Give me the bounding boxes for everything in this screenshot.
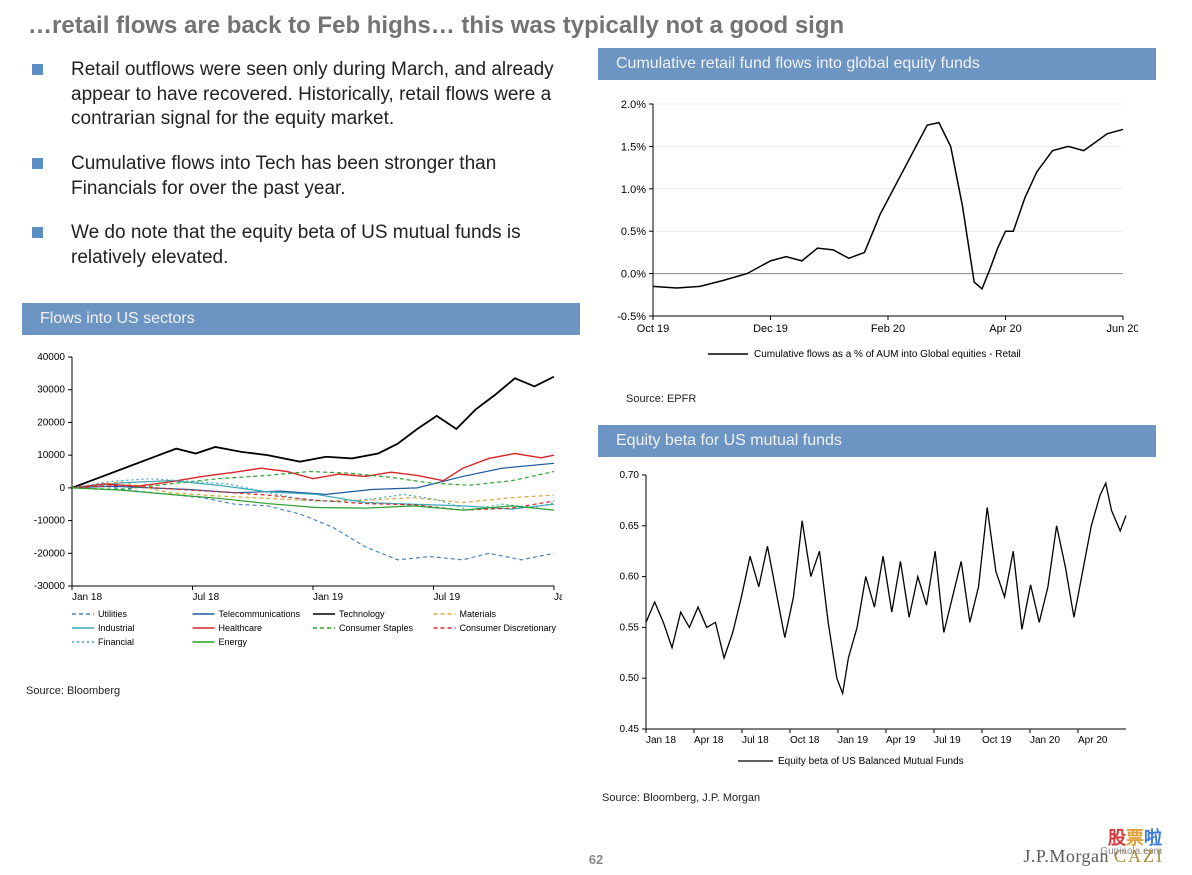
bullet-list: Retail outflows were seen only during Ma… xyxy=(22,48,580,303)
svg-text:0: 0 xyxy=(59,483,65,494)
bullet-marker-icon xyxy=(32,158,43,169)
svg-text:Jan 18: Jan 18 xyxy=(646,735,676,746)
chart-retail-svg: -0.5% 0.0% 0.5% 1.0% 1.5% 2.0% Oct 19 Dec 19 Feb… xyxy=(598,84,1138,374)
chart-sectors: Flows into US sectors -30000 -20000 -10000… xyxy=(22,303,580,703)
svg-text:Apr 20: Apr 20 xyxy=(1078,735,1108,746)
svg-text:Consumer Staples: Consumer Staples xyxy=(339,623,414,633)
svg-text:0.70: 0.70 xyxy=(620,470,640,481)
svg-text:40000: 40000 xyxy=(37,352,65,363)
svg-text:Feb 20: Feb 20 xyxy=(871,323,905,335)
svg-text:Jul 18: Jul 18 xyxy=(742,735,769,746)
svg-text:Apr 18: Apr 18 xyxy=(694,735,724,746)
svg-text:Jun 20: Jun 20 xyxy=(1106,323,1138,335)
svg-text:30000: 30000 xyxy=(37,385,65,396)
chart-sectors-title: Flows into US sectors xyxy=(22,303,580,335)
svg-text:Jul 19: Jul 19 xyxy=(434,592,461,603)
bullet-text: Retail outflows were seen only during Ma… xyxy=(71,58,580,132)
svg-text:Dec 19: Dec 19 xyxy=(753,323,788,335)
chart-beta-source: Source: Bloomberg, J.P. Morgan xyxy=(598,786,1156,810)
svg-text:Oct 19: Oct 19 xyxy=(637,323,669,335)
svg-text:2.0%: 2.0% xyxy=(621,99,646,111)
svg-text:Cumulative flows as a % of AU: Cumulative flows as a % of AUM into Glob… xyxy=(754,349,1021,360)
svg-text:Telecommunications: Telecommunications xyxy=(219,609,301,619)
svg-text:Consumer Discretionary: Consumer Discretionary xyxy=(460,623,557,633)
svg-text:Healthcare: Healthcare xyxy=(219,623,263,633)
svg-text:Oct 19: Oct 19 xyxy=(982,735,1012,746)
svg-text:-0.5%: -0.5% xyxy=(617,311,646,323)
svg-text:Jan 19: Jan 19 xyxy=(313,592,343,603)
svg-text:-10000: -10000 xyxy=(34,515,66,526)
bullet-marker-icon xyxy=(32,227,43,238)
right-column: Cumulative retail fund flows into global… xyxy=(598,48,1156,810)
bullet-item: We do note that the equity beta of US mu… xyxy=(22,221,580,270)
svg-text:Jul 18: Jul 18 xyxy=(193,592,220,603)
svg-text:Oct 18: Oct 18 xyxy=(790,735,820,746)
chart-retail-flows: Cumulative retail fund flows into global… xyxy=(598,48,1156,411)
svg-text:0.55: 0.55 xyxy=(620,622,640,633)
chart-retail-source: Source: EPFR xyxy=(598,379,1156,411)
svg-text:Jan 18: Jan 18 xyxy=(72,592,102,603)
bullet-item: Cumulative flows into Tech has been stro… xyxy=(22,152,580,201)
svg-text:Energy: Energy xyxy=(219,637,248,647)
svg-text:0.5%: 0.5% xyxy=(621,226,646,238)
svg-text:Materials: Materials xyxy=(460,609,497,619)
svg-text:Industrial: Industrial xyxy=(98,623,135,633)
chart-beta: Equity beta for US mutual funds 0.45 0.50… xyxy=(598,425,1156,810)
bullet-marker-icon xyxy=(32,64,43,75)
svg-text:Utilities: Utilities xyxy=(98,609,128,619)
slide-content: Retail outflows were seen only during Ma… xyxy=(0,48,1192,810)
bullet-item: Retail outflows were seen only during Ma… xyxy=(22,58,580,132)
left-column: Retail outflows were seen only during Ma… xyxy=(22,48,580,810)
svg-text:Technology: Technology xyxy=(339,609,385,619)
svg-text:0.45: 0.45 xyxy=(620,724,640,735)
svg-text:0.65: 0.65 xyxy=(620,521,640,532)
chart-beta-svg: 0.45 0.50 0.55 0.60 0.65 0.70 Jan 18 Apr 18 Jul … xyxy=(598,461,1138,781)
svg-text:Financial: Financial xyxy=(98,637,134,647)
svg-text:Equity beta of US Balanced Mut: Equity beta of US Balanced Mutual Funds xyxy=(778,756,964,767)
page-number: 62 xyxy=(0,852,1192,867)
svg-text:Apr 19: Apr 19 xyxy=(886,735,916,746)
chart-retail-title: Cumulative retail fund flows into global… xyxy=(598,48,1156,80)
svg-text:Jan 19: Jan 19 xyxy=(838,735,868,746)
chart-sectors-source: Source: Bloomberg xyxy=(22,679,580,703)
chart-beta-title: Equity beta for US mutual funds xyxy=(598,425,1156,457)
svg-text:1.0%: 1.0% xyxy=(621,184,646,196)
watermark-line1: 股票啦 xyxy=(1100,829,1162,847)
svg-text:1.5%: 1.5% xyxy=(621,141,646,153)
svg-text:-20000: -20000 xyxy=(34,548,66,559)
svg-text:10000: 10000 xyxy=(37,450,65,461)
watermark: 股票啦 Gupiaola.com xyxy=(1100,829,1162,857)
svg-text:Jan 20: Jan 20 xyxy=(1030,735,1060,746)
svg-text:Jan 20: Jan 20 xyxy=(554,592,562,603)
svg-text:-30000: -30000 xyxy=(34,581,66,592)
watermark-line2: Gupiaola.com xyxy=(1100,847,1162,857)
svg-text:0.0%: 0.0% xyxy=(621,269,646,281)
page-title: …retail flows are back to Feb highs… thi… xyxy=(0,0,1192,48)
svg-text:20000: 20000 xyxy=(37,417,65,428)
svg-text:Jul 19: Jul 19 xyxy=(934,735,961,746)
bullet-text: Cumulative flows into Tech has been stro… xyxy=(71,152,580,201)
chart-sectors-svg: -30000 -20000 -10000 0 10000 20000 30000 40000 J… xyxy=(22,339,562,674)
svg-text:0.50: 0.50 xyxy=(620,673,640,684)
svg-text:Apr 20: Apr 20 xyxy=(989,323,1021,335)
bullet-text: We do note that the equity beta of US mu… xyxy=(71,221,580,270)
svg-text:0.60: 0.60 xyxy=(620,572,640,583)
